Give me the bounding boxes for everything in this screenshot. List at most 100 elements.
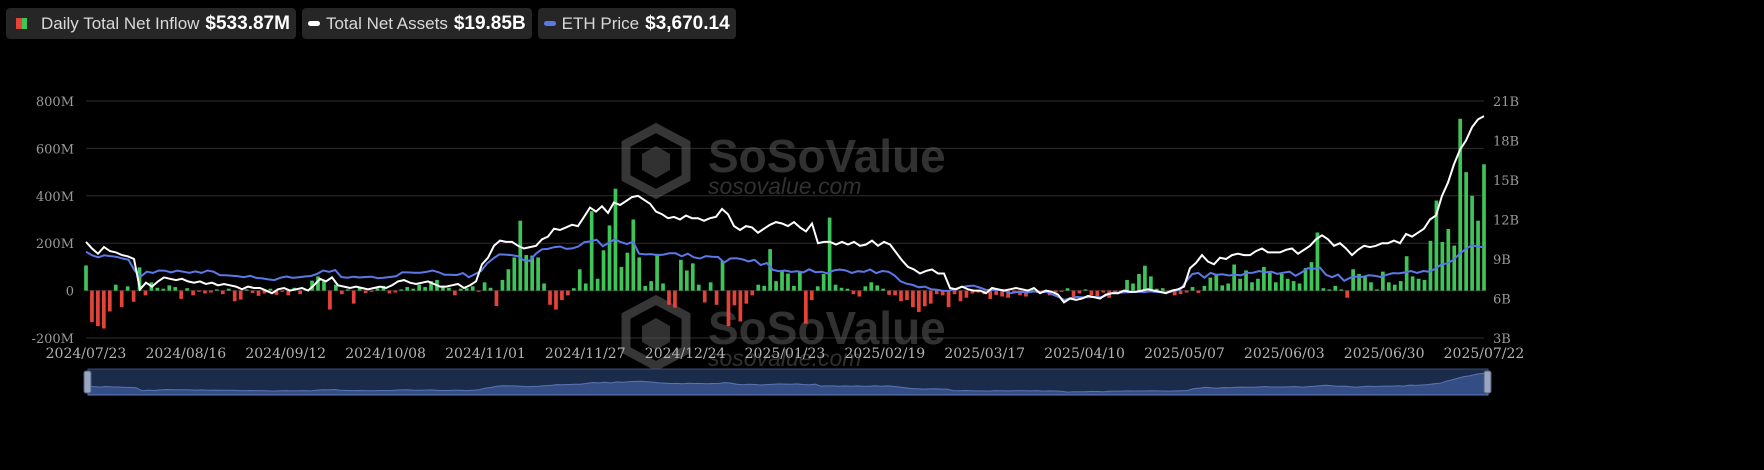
inflow-bar	[1428, 240, 1433, 291]
watermark-url: sosovalue.com	[708, 345, 861, 371]
inflow-bar	[476, 290, 481, 292]
inflow-bar	[274, 290, 279, 295]
inflow-bar	[417, 284, 421, 291]
line-swatch-icon	[307, 21, 320, 26]
inflow-bar	[827, 217, 832, 291]
inflow-bar	[607, 225, 612, 291]
inflow-bar	[328, 290, 332, 310]
inflow-bar	[750, 290, 755, 296]
navigator-left-handle[interactable]	[83, 370, 92, 394]
inflow-bar	[334, 284, 338, 291]
inflow-bar	[869, 282, 874, 291]
inflow-bar	[262, 290, 267, 294]
inflow-bar	[899, 290, 903, 302]
inflow-bar	[673, 290, 677, 308]
inflow-bar	[833, 284, 838, 291]
inflow-bar	[994, 290, 999, 295]
inflow-bar	[649, 281, 653, 291]
right-axis-tick: 3B	[1493, 332, 1511, 347]
inflow-bar	[1279, 274, 1284, 291]
inflow-bar	[1267, 272, 1272, 291]
inflow-bar	[464, 288, 469, 291]
inflow-bar	[1375, 289, 1379, 291]
inflow-bar	[1476, 220, 1480, 291]
inflow-bar	[922, 290, 927, 307]
inflow-bar	[244, 289, 249, 291]
x-axis-tick: 2025/05/07	[1144, 346, 1225, 362]
inflow-bar	[970, 290, 975, 294]
inflow-bar	[351, 290, 356, 304]
inflow-bar	[429, 281, 433, 291]
inflow-bar	[1333, 285, 1338, 291]
inflow-bar	[1285, 278, 1290, 291]
inflow-bar	[113, 284, 118, 291]
axes: 800M 600M 400M 200M 0 -200M 21B 18B 15B 12B 9B 6B 3B…	[31, 95, 1524, 362]
navigator-area	[87, 372, 1489, 396]
inflow-bar	[452, 290, 457, 296]
logo-hexagon	[621, 122, 691, 200]
inflow-bar	[964, 290, 969, 298]
inflow-bar	[1125, 279, 1129, 291]
legend-value: $19.85B	[453, 12, 526, 34]
inflow-bar	[458, 288, 463, 291]
inflow-bar	[203, 290, 207, 294]
inflow-bar	[339, 290, 344, 295]
legend-item-total-net-assets[interactable]: Total Net Assets $19.85B	[301, 8, 532, 39]
legend-item-daily-net-inflow[interactable]: Daily Total Net Inflow $533.87M	[6, 8, 296, 39]
inflow-bar	[1018, 290, 1022, 296]
inflow-bar	[1208, 277, 1213, 291]
inflow-bar	[470, 286, 475, 291]
x-axis-tick: 2024/07/23	[46, 346, 127, 362]
inflow-bar	[821, 274, 826, 291]
legend-value: $533.87M	[205, 12, 290, 34]
inflow-bar	[1244, 270, 1248, 291]
inflow-bar	[1214, 274, 1219, 291]
inflow-bar	[911, 290, 915, 308]
inflow-bar	[1030, 289, 1034, 291]
inflow-bar	[690, 263, 695, 291]
inflow-bar	[405, 287, 410, 291]
inflow-bar	[1398, 281, 1403, 291]
watermark-brand: SoSoValue	[708, 130, 946, 182]
inflow-bars	[84, 118, 1486, 329]
inflow-bar	[851, 290, 856, 295]
inflow-bar	[155, 287, 160, 291]
inflow-bar	[732, 290, 737, 306]
navigator-right-handle[interactable]	[1483, 370, 1492, 394]
inflow-bar	[423, 287, 427, 291]
left-axis-tick: 0	[66, 285, 74, 300]
inflow-bar	[1095, 290, 1100, 297]
logo-hexagon	[621, 294, 691, 372]
inflow-bar	[1131, 283, 1135, 291]
inflow-bar	[322, 281, 326, 291]
right-axis-tick: 21B	[1493, 95, 1519, 110]
inflow-bar	[256, 290, 261, 296]
inflow-bar	[1446, 228, 1451, 291]
inflow-bar	[238, 290, 243, 300]
inflow-bar	[762, 285, 767, 291]
inflow-bar	[226, 288, 231, 291]
inflow-bar	[1422, 279, 1427, 291]
inflow-bar	[399, 289, 404, 291]
inflow-bar	[1262, 266, 1266, 291]
inflow-bar	[185, 288, 189, 291]
navigator[interactable]	[83, 368, 1492, 396]
inflow-bar	[875, 285, 880, 291]
x-axis-tick: 2024/12/24	[645, 346, 726, 362]
inflow-bar	[1440, 242, 1445, 291]
inflow-bar	[1024, 290, 1028, 297]
inflow-bar	[1226, 283, 1231, 291]
inflow-bar	[179, 290, 184, 299]
inflow-bar	[1172, 290, 1177, 296]
inflow-bar	[1416, 278, 1421, 291]
legend-item-eth-price[interactable]: ETH Price $3,670.14	[537, 8, 736, 39]
inflow-bar	[90, 290, 94, 323]
inflow-bar	[447, 287, 451, 291]
inflow-bar	[542, 283, 546, 291]
inflow-bar	[209, 290, 213, 293]
inflow-bar	[131, 290, 136, 302]
inflow-bar	[482, 282, 487, 291]
inflow-bar	[107, 290, 112, 312]
